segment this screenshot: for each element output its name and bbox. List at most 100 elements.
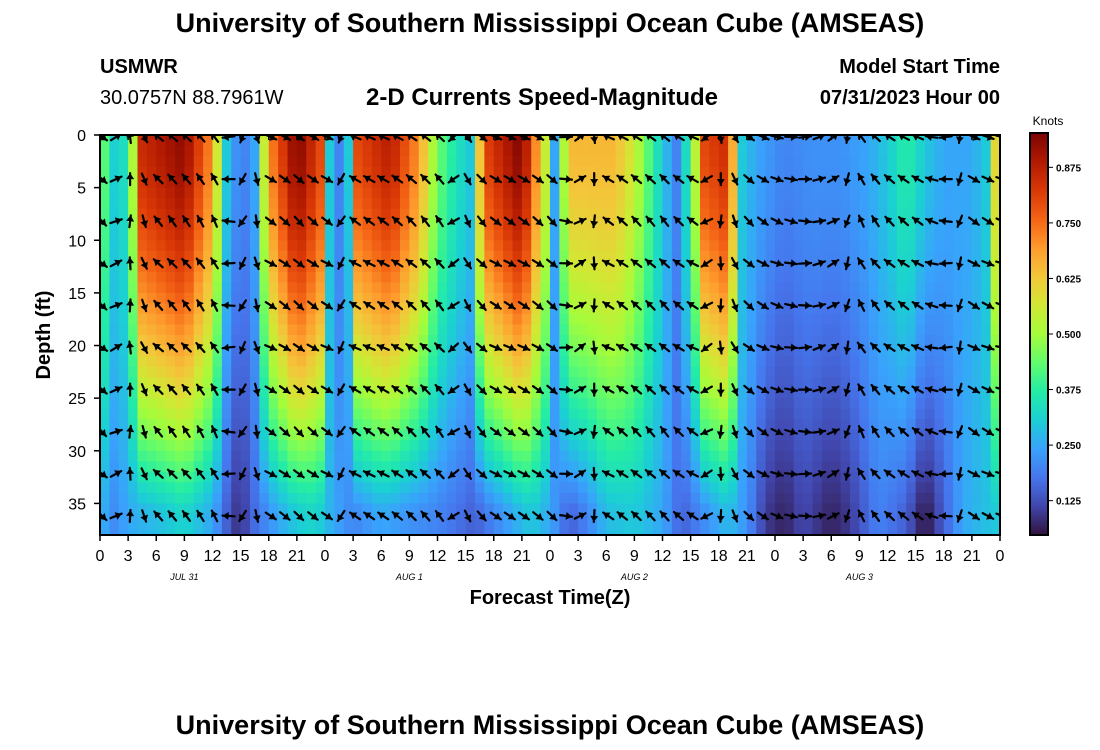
heatmap-cell: [221, 429, 232, 441]
heatmap-cell: [503, 177, 514, 189]
heatmap-cell: [803, 419, 814, 431]
heatmap-cell: [400, 282, 410, 294]
heatmap-cell: [343, 303, 354, 315]
heatmap-cell: [137, 377, 148, 389]
heatmap-cell: [850, 345, 860, 357]
heatmap-cell: [400, 503, 410, 515]
heatmap-cell: [821, 398, 832, 410]
heatmap-cell: [193, 208, 204, 220]
heatmap-cell: [662, 187, 673, 199]
heatmap-cell: [240, 503, 251, 515]
heatmap-cell: [409, 419, 420, 431]
heatmap-cell: [756, 187, 767, 199]
current-arrow: [337, 135, 345, 144]
heatmap-cell: [775, 208, 785, 220]
heatmap-cell: [737, 419, 748, 431]
current-arrow: [168, 135, 178, 142]
heatmap-cell: [793, 356, 804, 368]
heatmap-cell: [803, 387, 814, 399]
heatmap-cell: [953, 377, 964, 389]
heatmap-cell: [643, 450, 654, 462]
heatmap-cell: [868, 398, 879, 410]
current-arrow: [558, 301, 574, 310]
arrow-head: [310, 512, 318, 520]
heatmap-cell: [484, 208, 495, 220]
arrow-head: [349, 175, 358, 183]
heatmap-cell: [109, 513, 120, 526]
heatmap-cell: [390, 398, 401, 410]
heatmap-cell: [175, 377, 185, 389]
heatmap-cell: [212, 482, 223, 494]
heatmap-cell: [850, 471, 860, 483]
heatmap-cell: [221, 324, 232, 336]
current-arrow: [195, 173, 205, 186]
heatmap-cell: [990, 366, 1000, 378]
heatmap-cell: [306, 324, 317, 336]
heatmap-cell: [812, 303, 823, 315]
current-arrow: [489, 259, 503, 268]
arrow-head: [646, 175, 654, 183]
heatmap-cell: [343, 250, 354, 262]
heatmap-cell: [718, 282, 729, 294]
current-arrow: [153, 299, 164, 311]
heatmap-cell: [278, 187, 289, 199]
current-arrow: [590, 424, 599, 439]
heatmap-cell: [578, 450, 589, 462]
heatmap-cell: [325, 450, 335, 462]
heatmap-cell: [887, 524, 898, 535]
heatmap-cell: [596, 408, 607, 420]
heatmap-cell: [240, 482, 251, 494]
arrow-head: [578, 428, 586, 436]
heatmap-cell: [606, 187, 617, 199]
current-arrow: [221, 427, 236, 436]
heatmap-cell: [971, 366, 982, 378]
heatmap-cell: [475, 292, 485, 305]
heatmap-cell: [465, 482, 476, 494]
heatmap-cell: [456, 482, 467, 494]
arrow-head: [478, 386, 486, 394]
heatmap-cell: [681, 345, 692, 357]
heatmap-cell: [400, 345, 410, 357]
heatmap-cell: [821, 387, 832, 399]
heatmap-cell: [990, 261, 1000, 273]
heatmap-cell: [962, 450, 973, 462]
heatmap-cell: [718, 135, 729, 147]
heatmap-cell: [859, 440, 870, 452]
heatmap-cell: [287, 408, 298, 420]
heatmap-cell: [606, 408, 617, 420]
heatmap-cell: [390, 135, 401, 147]
heatmap-cell: [137, 282, 148, 294]
heatmap-cell: [409, 377, 420, 389]
heatmap-cell: [259, 492, 270, 505]
heatmap-cell: [456, 219, 467, 231]
heatmap-cell: [250, 398, 260, 410]
heatmap-cell: [615, 450, 626, 462]
heatmap-cell: [371, 219, 382, 231]
heatmap-cell: [100, 482, 110, 494]
heatmap-cell: [521, 177, 532, 189]
heatmap-cell: [690, 208, 701, 220]
heatmap-cell: [803, 356, 814, 368]
heatmap-cell: [184, 166, 195, 178]
heatmap-cell: [596, 156, 607, 168]
heatmap-cell: [465, 419, 476, 431]
heatmap-cell: [456, 471, 467, 483]
current-arrow: [320, 385, 334, 394]
heatmap-cell: [278, 177, 289, 189]
speed-heatmap: [100, 135, 1000, 535]
arrow-head: [183, 426, 190, 434]
heatmap-cell: [212, 250, 223, 262]
heatmap-cell: [840, 482, 851, 494]
heatmap-cell: [446, 471, 457, 483]
heatmap-cell: [990, 208, 1000, 220]
heatmap-cell: [568, 492, 579, 505]
current-arrow: [293, 426, 305, 438]
heatmap-cell: [456, 450, 467, 462]
heatmap-cell: [306, 250, 317, 262]
heatmap-cell: [484, 313, 495, 326]
heatmap-cell: [428, 145, 439, 157]
heatmap-cell: [718, 524, 729, 535]
heatmap-cell: [990, 524, 1000, 535]
current-arrow: [167, 299, 178, 312]
heatmap-cell: [484, 229, 495, 241]
